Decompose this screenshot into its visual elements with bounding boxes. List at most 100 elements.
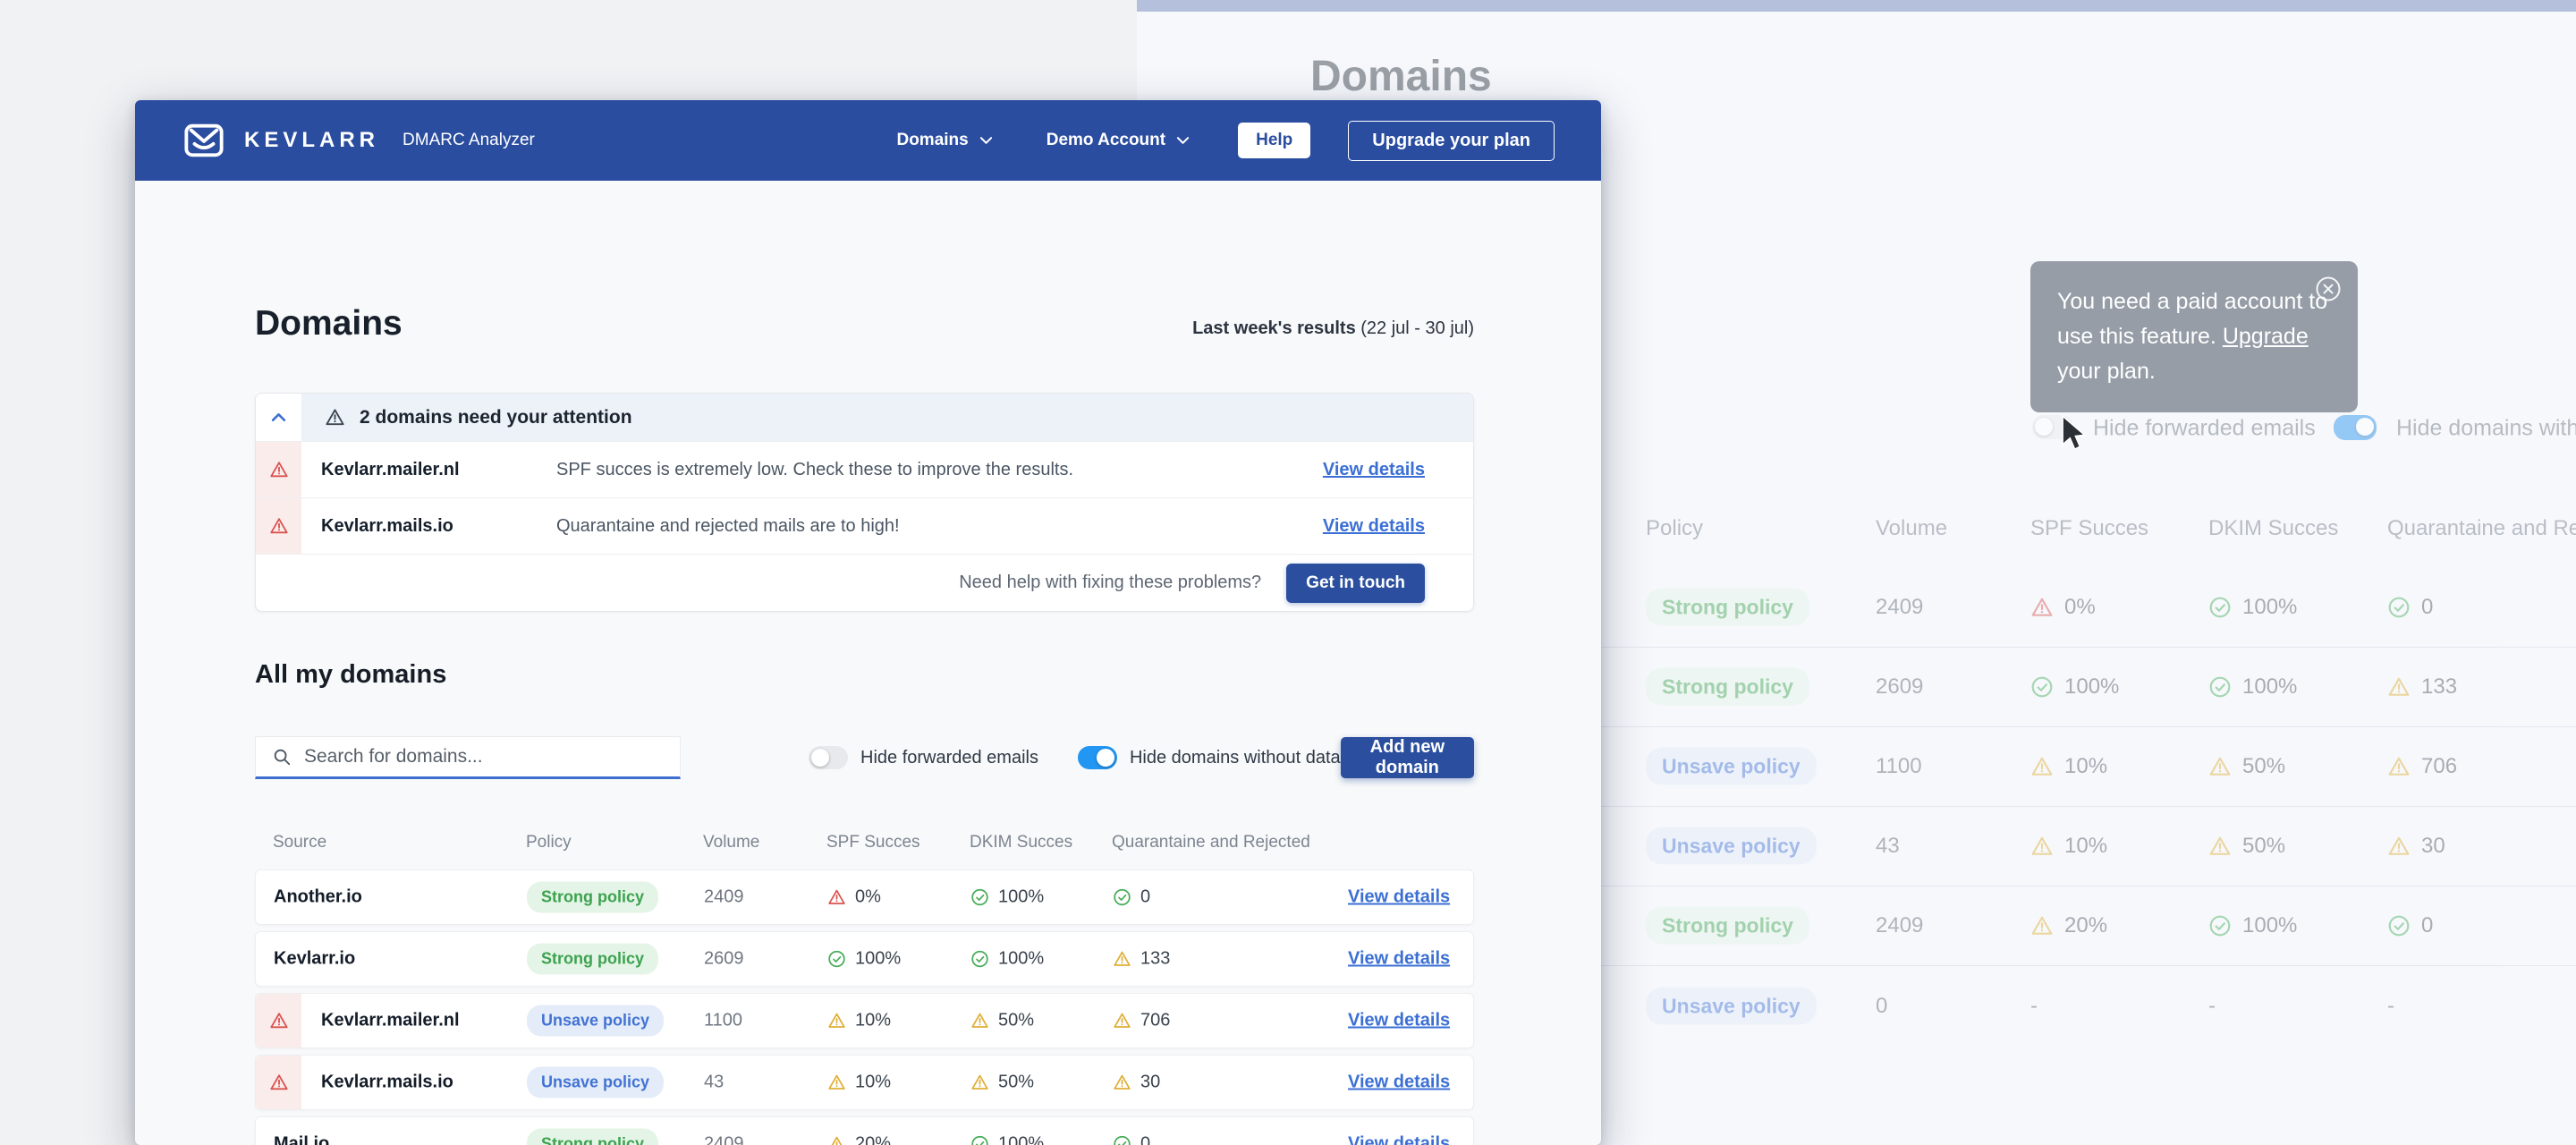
view-details-link[interactable]: View details <box>1348 1072 1451 1092</box>
row-alert-strip <box>256 994 301 1047</box>
background-table-row: Strong policy 2409 0% 100% 0 <box>1244 568 2576 648</box>
row-quarantaine: 706 <box>1113 1011 1170 1031</box>
nav-menu-domains[interactable]: Domains <box>896 131 992 150</box>
background-navbar-strip <box>1137 0 2576 12</box>
col-volume: Volume <box>703 833 760 852</box>
page-header: Domains Last week's results (22 jul - 30… <box>255 304 1474 344</box>
row-volume: 1100 <box>704 1010 743 1030</box>
row-volume: 2409 <box>704 886 744 907</box>
row-source: Kevlarr.mailer.nl <box>321 1010 460 1030</box>
results-range: (22 jul - 30 jul) <box>1355 318 1474 338</box>
toggle-forwarded-label: Hide forwarded emails <box>860 747 1038 768</box>
view-details-link[interactable]: View details <box>1348 1010 1451 1030</box>
success-icon <box>827 950 846 969</box>
toggle-nodata-label: Hide domains without data <box>1129 747 1341 768</box>
table-row: Kevlarr.mails.io Unsave policy 43 10% 50… <box>255 1055 1474 1110</box>
background-col-spf: SPF Succes <box>2030 516 2149 540</box>
help-button[interactable]: Help <box>1238 123 1311 158</box>
view-details-link[interactable]: View details <box>1322 515 1425 536</box>
row-source: Mail.io <box>274 1133 330 1145</box>
success-icon <box>1113 888 1131 907</box>
get-in-touch-button[interactable]: Get in touch <box>1286 563 1425 603</box>
tooltip-upgrade-link[interactable]: Upgrade <box>2222 324 2309 349</box>
upgrade-plan-button[interactable]: Upgrade your plan <box>1348 120 1555 161</box>
success-icon <box>1113 1135 1131 1145</box>
warning-icon <box>269 516 289 536</box>
warning-icon <box>1113 1012 1131 1030</box>
row-spf: 10% <box>827 1073 891 1093</box>
alert-strip <box>256 442 301 497</box>
background-faded-content: Domains Hide forwarded emails Hide domai… <box>1137 0 2576 1145</box>
results-label: Last week's results <box>1192 318 1356 338</box>
success-icon <box>970 1135 989 1145</box>
table-controls: Hide forwarded emails Hide domains witho… <box>255 736 1474 779</box>
col-quarantaine: Quarantaine and Rejected <box>1112 833 1310 852</box>
col-dkim: DKIM Succes <box>970 833 1073 852</box>
warning-icon <box>325 407 345 428</box>
background-col-quarantaine: Quarantaine and Rejected <box>2387 516 2576 540</box>
policy-badge: Unsave policy <box>527 1066 665 1098</box>
row-spf: 20% <box>827 1134 891 1145</box>
table-row: Mail.io Strong policy 2409 20% 100% 0 Vi… <box>255 1116 1474 1145</box>
attention-title: 2 domains need your attention <box>360 406 632 428</box>
row-spf: 100% <box>827 949 901 970</box>
footer-help-text: Need help with fixing these problems? <box>959 572 1262 592</box>
row-quarantaine: 0 <box>1113 1134 1150 1145</box>
row-quarantaine: 30 <box>1113 1073 1160 1093</box>
background-toggle-nodata-label: Hide domains without data <box>2396 415 2576 441</box>
background-col-volume: Volume <box>1876 516 1948 540</box>
background-toggle-forwarded-label: Hide forwarded emails <box>2093 415 2316 441</box>
toggle-hide-nodata[interactable] <box>1077 746 1117 769</box>
collapse-button[interactable] <box>256 394 301 441</box>
alert-domain: Kevlarr.mailer.nl <box>321 459 460 479</box>
nav-account-label: Demo Account <box>1046 131 1166 149</box>
warning-icon <box>269 1073 289 1092</box>
background-table-row: Strong policy 2409 20% 100% 0 <box>1244 886 2576 966</box>
col-policy: Policy <box>526 833 572 852</box>
table-row: Kevlarr.mailer.nl Unsave policy 1100 10%… <box>255 993 1474 1048</box>
nav-domains-label: Domains <box>896 131 969 149</box>
policy-badge: Strong policy <box>527 943 659 975</box>
attention-row: Kevlarr.mails.io Quarantaine and rejecte… <box>256 497 1473 554</box>
warning-icon <box>827 1073 846 1092</box>
view-details-link[interactable]: View details <box>1322 459 1425 479</box>
alert-domain: Kevlarr.mails.io <box>321 515 453 536</box>
warning-icon <box>269 1011 289 1030</box>
warning-icon <box>1113 950 1131 969</box>
view-details-link[interactable]: View details <box>1348 948 1451 969</box>
success-icon <box>970 888 989 907</box>
table-row: Kevlarr.io Strong policy 2609 100% 100% … <box>255 931 1474 987</box>
results-period: Last week's results (22 jul - 30 jul) <box>1192 318 1474 344</box>
warning-icon <box>970 1012 989 1030</box>
search-input[interactable] <box>304 746 680 768</box>
error-icon <box>827 888 846 907</box>
section-title: All my domains <box>255 660 447 689</box>
row-volume: 43 <box>704 1072 724 1092</box>
background-table-row: Unsave policy 0 - - - <box>1244 966 2576 1046</box>
add-domain-button[interactable]: Add new domain <box>1340 737 1474 778</box>
row-quarantaine: 0 <box>1113 887 1150 908</box>
background-table-row: Unsave policy 1100 10% 50% 706 <box>1244 727 2576 807</box>
warning-icon <box>269 460 289 479</box>
warning-icon <box>827 1135 846 1145</box>
tooltip-close-icon[interactable] <box>2315 276 2342 302</box>
alert-strip <box>256 498 301 554</box>
row-dkim: 100% <box>970 1134 1044 1145</box>
product-name: DMARC Analyzer <box>402 131 535 149</box>
upgrade-tooltip: You need a paid account to use this feat… <box>2030 261 2358 412</box>
col-source: Source <box>273 833 327 852</box>
row-quarantaine: 133 <box>1113 949 1170 970</box>
table-header: Source Policy Volume SPF Succes DKIM Suc… <box>255 833 1474 854</box>
view-details-link[interactable]: View details <box>1348 1133 1451 1145</box>
nav-menu-account[interactable]: Demo Account <box>1046 131 1190 150</box>
background-col-policy: Policy <box>1646 516 1704 540</box>
tooltip-text: You need a paid account to use this feat… <box>2057 289 2328 349</box>
mouse-cursor <box>2062 415 2087 451</box>
background-toggles-row: Hide forwarded emails Hide domains witho… <box>1137 404 2576 453</box>
attention-row: Kevlarr.mailer.nl SPF succes is extremel… <box>256 441 1473 497</box>
row-alert-strip <box>256 1056 301 1109</box>
chevron-up-icon <box>271 412 286 422</box>
toggle-hide-forwarded[interactable] <box>809 746 848 769</box>
attention-panel: 2 domains need your attention Kevlarr.ma… <box>255 393 1474 612</box>
view-details-link[interactable]: View details <box>1348 886 1451 907</box>
